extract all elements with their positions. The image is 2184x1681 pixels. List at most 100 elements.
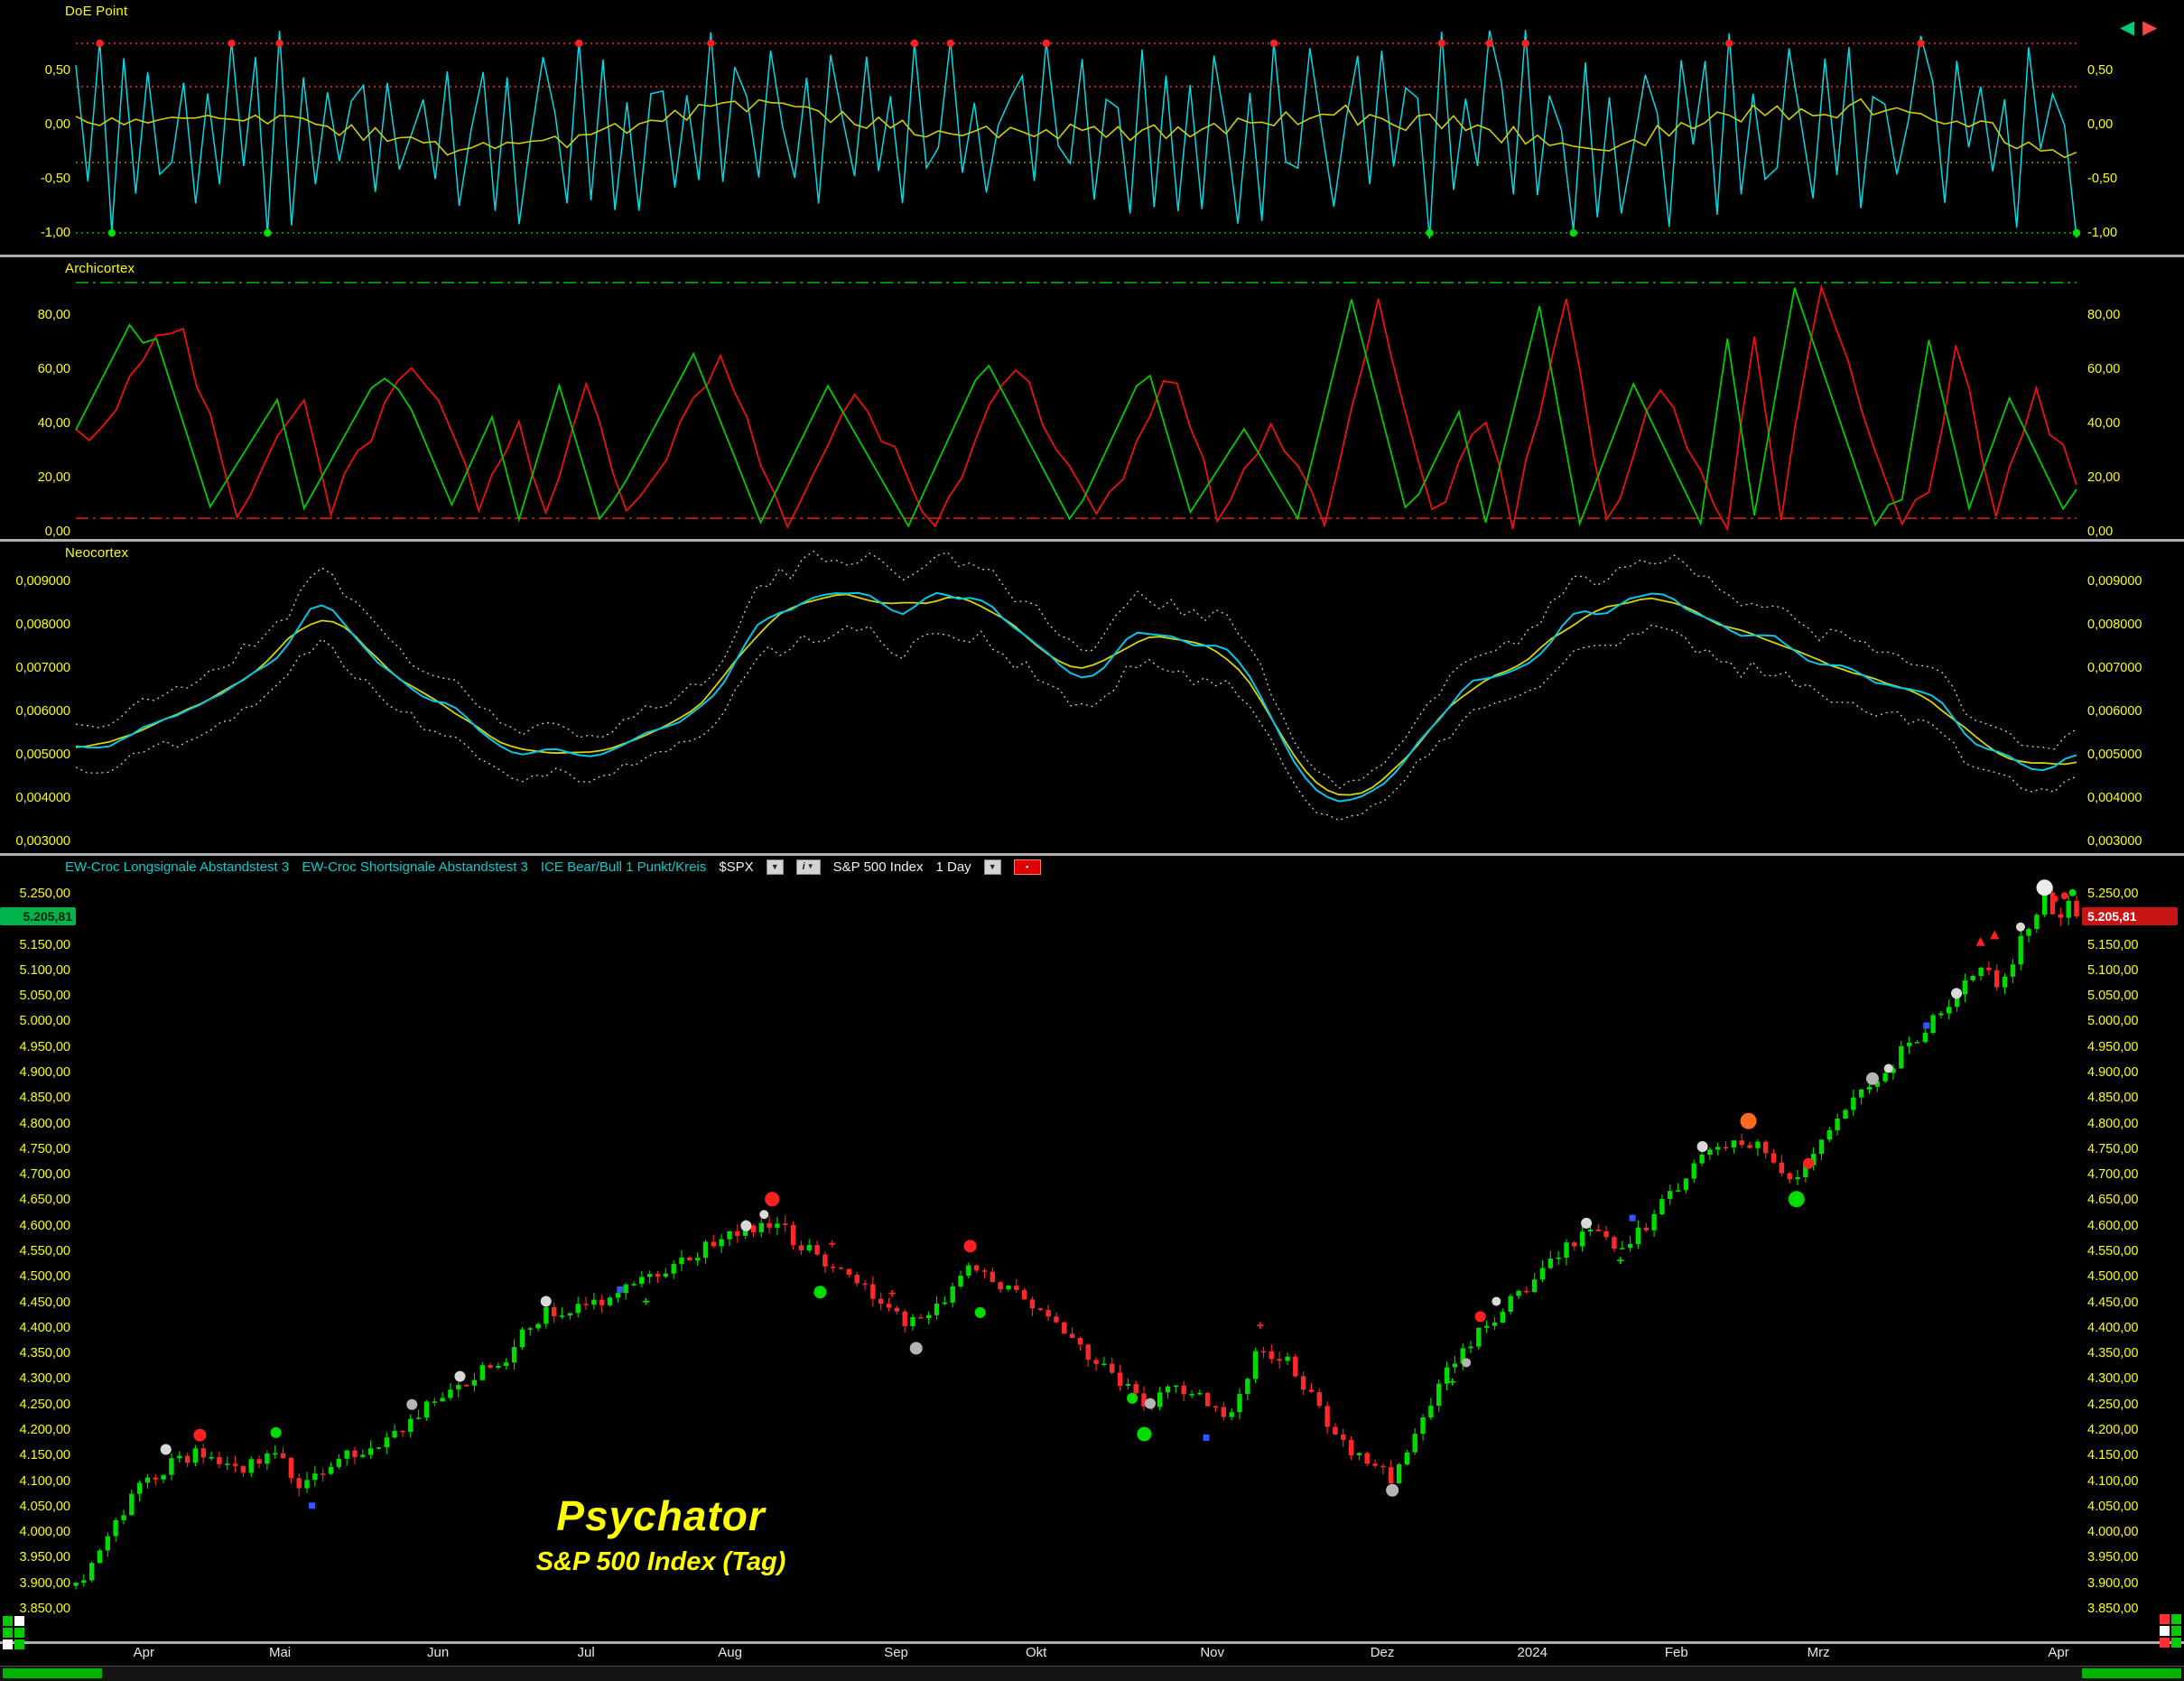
x-axis-label: Mrz [1807,1645,1830,1660]
archicortex-plot[interactable] [0,257,2184,539]
candle [1826,1129,1832,1140]
candle [280,1453,286,1459]
candle [81,1580,87,1583]
candle [552,1307,557,1316]
y-axis-label: 4.050,00 [2087,1499,2139,1514]
watermark: Psychator S&P 500 Index (Tag) [426,1491,896,1577]
doe-sell-dot [1269,39,1278,48]
time-axis: Apr Mai Jun Jul Aug Sep Okt Nov Dez 2024 Feb Mrz Apr [0,1645,2184,1663]
signal-block [2160,1638,2170,1648]
interval-dropdown-button[interactable]: ▼ [983,859,1001,875]
candle [288,1458,294,1479]
candle [934,1304,940,1315]
y-axis-label: 4.900,00 [19,1065,70,1080]
scrollbar-thumb-left[interactable] [3,1668,102,1678]
candle [1906,1043,1912,1046]
signal-marker [540,1296,552,1307]
candle [1014,1285,1019,1290]
candle [1651,1213,1657,1231]
candle [1125,1384,1131,1386]
doe-point-plot[interactable] [0,0,2184,255]
signal-marker [2015,922,2025,932]
candle [1412,1434,1417,1453]
candle [1006,1285,1011,1290]
candle [973,1265,980,1271]
x-axis-label: Jul [577,1645,595,1660]
x-axis-label: Dez [1370,1645,1395,1660]
red-button[interactable]: ▪ [1013,859,1041,875]
candle [225,1463,230,1465]
scroll-left-icon[interactable]: ◀ [2120,17,2135,38]
signal-marker [759,1210,769,1220]
candle [89,1563,95,1581]
signal-block [2171,1626,2181,1636]
candle [735,1231,740,1236]
signal-marker [617,1286,624,1293]
candle [862,1283,868,1286]
candle [1556,1258,1561,1259]
candle [496,1365,501,1368]
signal-marker [2068,888,2077,896]
candle [575,1304,581,1314]
candle [2018,935,2023,965]
candle [854,1275,860,1284]
y-axis-label: 4.850,00 [19,1091,70,1106]
candle [471,1379,478,1386]
candle [1627,1244,1633,1249]
candle [161,1474,166,1480]
candle [1962,980,1968,995]
candle [1157,1392,1163,1407]
y-axis-label: 0,006000 [15,703,70,719]
candle [400,1430,405,1433]
y-axis-label: 4.450,00 [19,1295,70,1310]
candle [1763,1141,1769,1154]
candle [623,1284,628,1294]
doe-buy-dot [1426,228,1434,237]
candle [559,1315,565,1317]
candle [504,1362,509,1366]
signal-marker: + [642,1294,650,1309]
candle [456,1385,461,1390]
candle [687,1258,692,1261]
panel-archicortex: Archicortex [0,257,2184,539]
neocortex-plot[interactable] [0,542,2184,853]
y-axis-label: 5.050,00 [19,989,70,1004]
candle [535,1323,541,1329]
candle [1882,1073,1888,1082]
candle [607,1297,613,1305]
candle [806,1245,812,1250]
candle [1324,1406,1330,1427]
y-axis-label: 4.350,00 [19,1346,70,1361]
candle [591,1299,597,1305]
candle [1404,1452,1410,1465]
y-axis-label: 4.150,00 [2087,1448,2139,1463]
candle [1803,1165,1808,1177]
candle [232,1463,238,1466]
signal-marker [1990,930,2000,940]
y-axis-label: 5.000,00 [2087,1014,2139,1029]
y-axis-label: 4.100,00 [19,1473,70,1489]
candle [1110,1363,1115,1373]
x-axis-label: Sep [884,1645,908,1660]
info-dropdown-button[interactable]: i ▼ [795,859,821,875]
candle [1277,1359,1282,1361]
signal-marker: + [828,1237,836,1252]
candle [1029,1299,1036,1309]
candle [1133,1384,1138,1394]
candle [1181,1385,1186,1395]
candle [1675,1190,1681,1192]
price-plot[interactable]: + + + + + + [0,878,2184,1641]
horizontal-scrollbar[interactable] [0,1666,2184,1681]
signal-marker [1629,1214,1636,1221]
candle [1755,1141,1761,1148]
candle [1516,1290,1521,1296]
neocortex-band-line [75,624,2077,822]
candle [1595,1230,1601,1231]
signal-marker [1386,1483,1399,1497]
y-axis-label: 4.700,00 [19,1167,70,1183]
candle [1372,1463,1378,1466]
scrollbar-thumb-right[interactable] [2082,1668,2181,1678]
scroll-right-icon[interactable]: ▶ [2142,17,2158,38]
symbol-dropdown-button[interactable]: ▼ [766,859,784,875]
candle [1779,1162,1784,1174]
